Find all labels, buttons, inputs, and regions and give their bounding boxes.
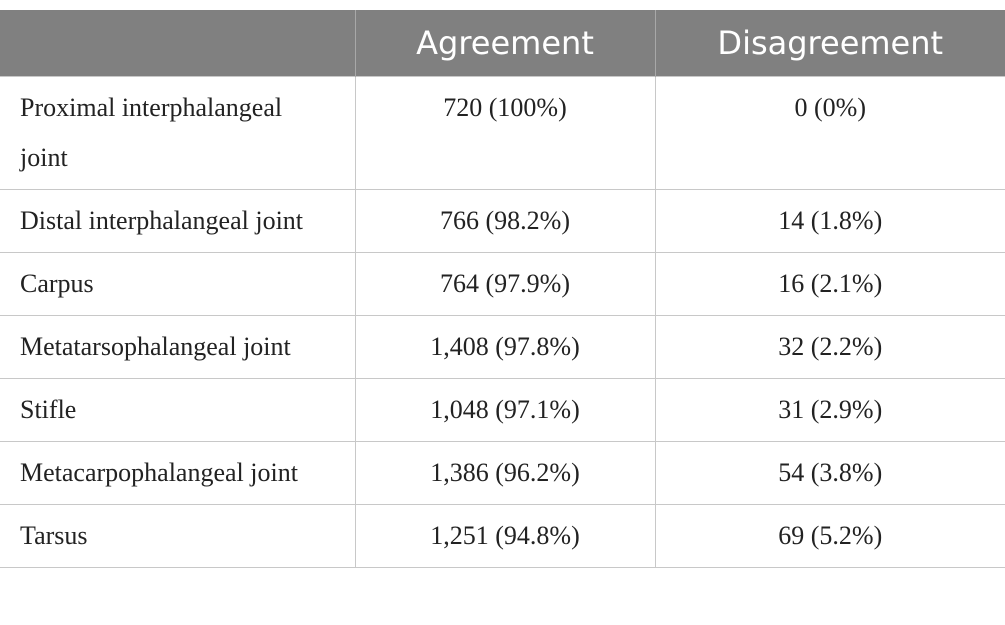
table-body: Proximal interphalangeal joint 720 (100%)… (0, 76, 1005, 568)
row-label: Metacarpophalangeal joint (0, 441, 356, 505)
table-cell: 32 (2.2%) (654, 315, 1005, 379)
table-cell: 1,386 (96.2%) (354, 441, 656, 505)
table-row: Proximal interphalangeal joint 720 (100%)… (0, 76, 1005, 190)
row-label: Carpus (0, 252, 356, 316)
header-cell: Disagreement (654, 10, 1005, 77)
header-row: Agreement Disagreement (0, 10, 1005, 77)
table-row: Carpus 764 (97.9%) 16 (2.1%) (0, 252, 1005, 316)
table-cell: 1,251 (94.8%) (354, 504, 656, 568)
table-row: Stifle 1,048 (97.1%) 31 (2.9%) (0, 378, 1005, 442)
header-cell (0, 10, 355, 77)
table-cell: 1,408 (97.8%) (354, 315, 656, 379)
row-label: Stifle (0, 378, 356, 442)
header-cell: Agreement (354, 10, 655, 77)
row-label: Proximal interphalangeal joint (0, 76, 356, 190)
table-cell: 14 (1.8%) (654, 189, 1005, 253)
table-row: Metatarsophalangeal joint 1,408 (97.8%) 32… (0, 315, 1005, 379)
table-cell: 31 (2.9%) (654, 378, 1005, 442)
table-cell: 0 (0%) (654, 76, 1005, 190)
table-cell: 766 (98.2%) (354, 189, 656, 253)
table-row: Distal interphalangeal joint 766 (98.2%) 1… (0, 189, 1005, 253)
row-label: Distal interphalangeal joint (0, 189, 356, 253)
table-cell: 764 (97.9%) (354, 252, 656, 316)
row-label: Tarsus (0, 504, 356, 568)
table-cell: 69 (5.2%) (654, 504, 1005, 568)
table-row: Tarsus 1,251 (94.8%) 69 (5.2%) (0, 504, 1005, 568)
table-header: Agreement Disagreement (0, 10, 1005, 77)
data-table: Agreement Disagreement Proximal interpha… (0, 10, 1005, 568)
table-cell: 16 (2.1%) (654, 252, 1005, 316)
table-cell: 54 (3.8%) (654, 441, 1005, 505)
table-row: Metacarpophalangeal joint 1,386 (96.2%) 54… (0, 441, 1005, 505)
table-cell: 1,048 (97.1%) (354, 378, 656, 442)
row-label: Metatarsophalangeal joint (0, 315, 356, 379)
table-cell: 720 (100%) (354, 76, 656, 190)
